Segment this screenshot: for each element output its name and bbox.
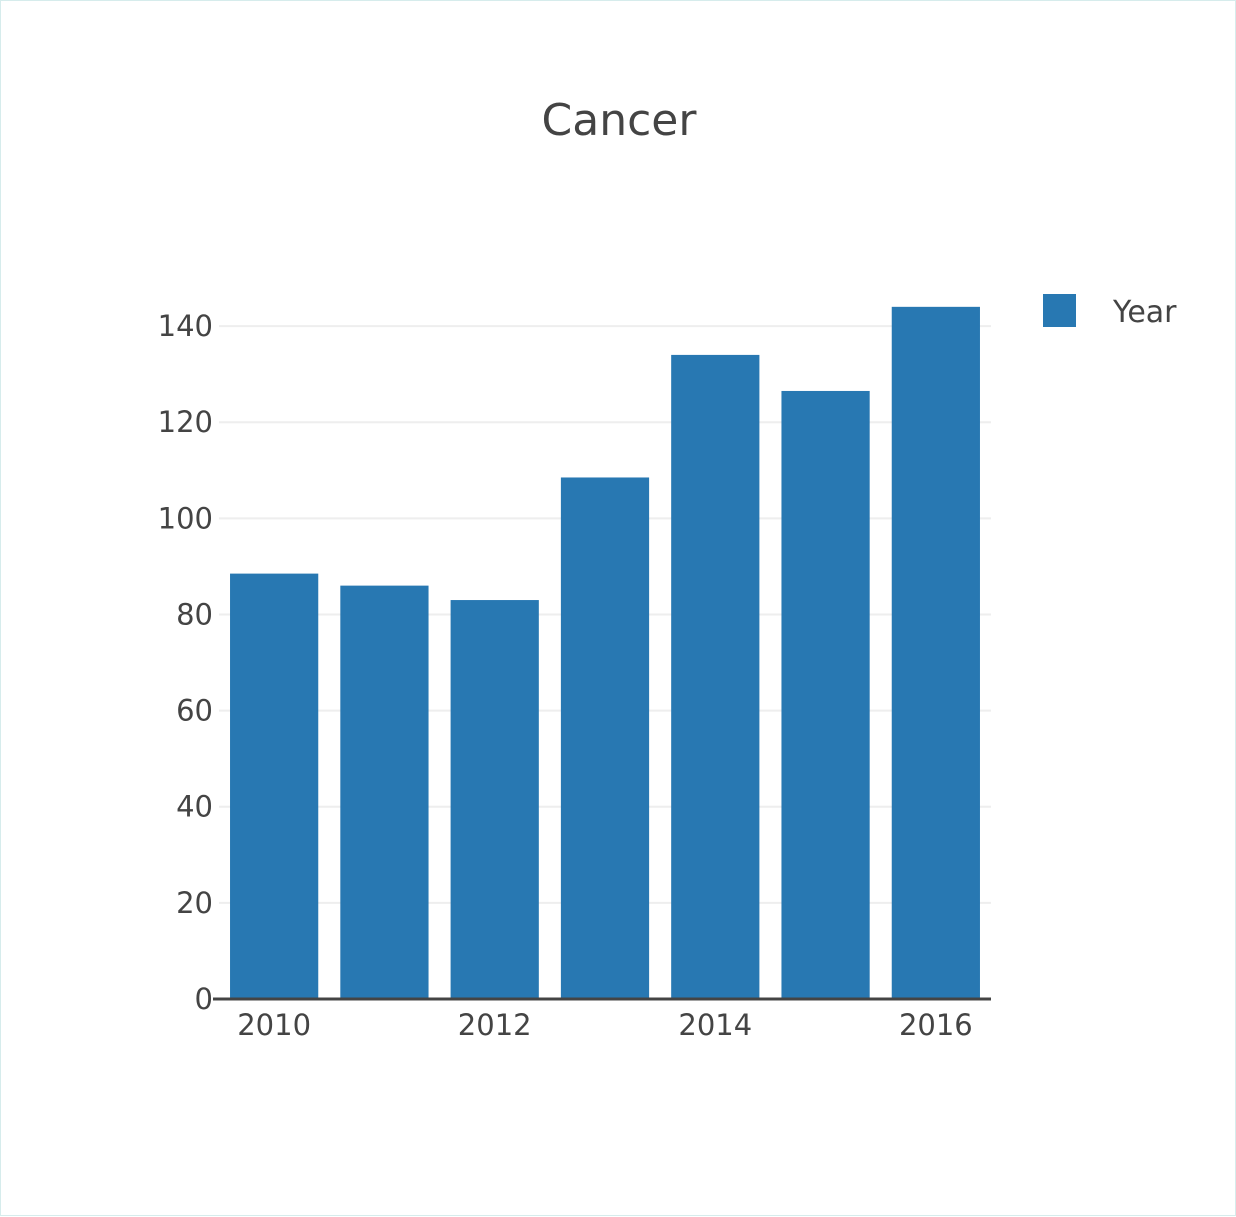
- bar-2014[interactable]: [671, 354, 760, 999]
- y-tick-label-40: 40: [176, 790, 213, 824]
- bar-2012[interactable]: [450, 600, 539, 999]
- x-tick-label-2016: 2016: [899, 1008, 973, 1042]
- bar-2015[interactable]: [781, 390, 870, 999]
- y-tick-label-20: 20: [176, 886, 213, 920]
- legend[interactable]: Year: [1043, 294, 1177, 330]
- x-tick-label-2012: 2012: [458, 1008, 532, 1042]
- bars: [230, 306, 980, 1000]
- y-tick-label-0: 0: [195, 982, 213, 1016]
- y-tick-label-80: 80: [176, 597, 213, 631]
- legend-label-year: Year: [1112, 295, 1177, 330]
- y-tick-label-120: 120: [158, 405, 213, 439]
- x-tick-label-2014: 2014: [678, 1008, 752, 1042]
- bar-2016[interactable]: [891, 306, 980, 1000]
- chart-title: Cancer: [542, 95, 698, 146]
- bar-2013[interactable]: [560, 477, 650, 999]
- bar-2010[interactable]: [230, 573, 319, 999]
- y-tick-label-140: 140: [158, 309, 213, 343]
- legend-swatch: [1043, 294, 1076, 327]
- y-tick-label-100: 100: [158, 501, 213, 535]
- axes: 0 20 40 60 80 100 120 140 2010 2012 2014 2016: [158, 309, 991, 1042]
- x-tick-label-2010: 2010: [237, 1008, 311, 1042]
- bar-2011[interactable]: [340, 585, 429, 999]
- y-tick-label-60: 60: [176, 694, 213, 728]
